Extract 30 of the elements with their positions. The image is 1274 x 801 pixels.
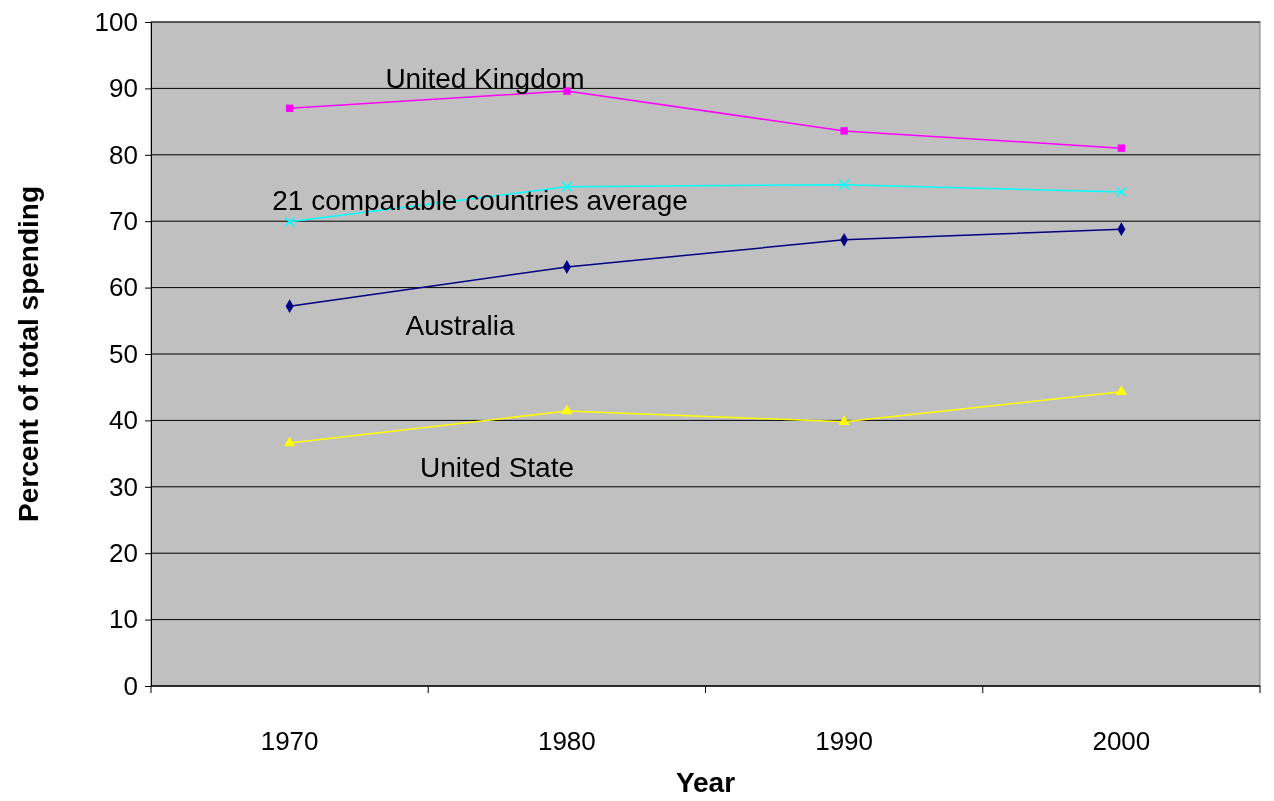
y-tick-label: 80 xyxy=(109,139,138,170)
point xyxy=(284,216,296,228)
point xyxy=(838,415,850,425)
x-tick-label: 2000 xyxy=(1092,726,1151,756)
point xyxy=(838,179,850,191)
y-tick-label: 90 xyxy=(109,73,138,104)
x-tick-label: 1980 xyxy=(537,726,596,756)
series-label: Australia xyxy=(405,310,515,341)
series-label: United Kingdom xyxy=(385,63,585,94)
y-tick-label: 40 xyxy=(109,405,138,436)
y-tick-label: 20 xyxy=(109,538,138,569)
y-tick-label: 0 xyxy=(123,670,138,701)
point xyxy=(1117,144,1126,152)
point xyxy=(1115,186,1127,198)
y-tick-label: 10 xyxy=(109,604,138,635)
x-tick-label: 1970 xyxy=(260,726,319,756)
point xyxy=(840,127,848,135)
x-tick-label: 1990 xyxy=(815,726,874,756)
series-label: United State xyxy=(419,452,575,483)
y-tick-label: 100 xyxy=(94,6,138,37)
y-tick-label: 60 xyxy=(109,272,138,303)
y-tick-label: 70 xyxy=(109,206,138,237)
point xyxy=(561,404,573,415)
y-axis-title: Percent of total spending xyxy=(13,185,44,523)
y-tick-label: 30 xyxy=(109,471,138,502)
x-axis-title: Year xyxy=(675,767,736,798)
point xyxy=(1115,385,1128,396)
series-label: 21 comparable countries average xyxy=(272,185,688,216)
y-tick-label: 50 xyxy=(109,338,138,369)
point xyxy=(283,436,296,447)
